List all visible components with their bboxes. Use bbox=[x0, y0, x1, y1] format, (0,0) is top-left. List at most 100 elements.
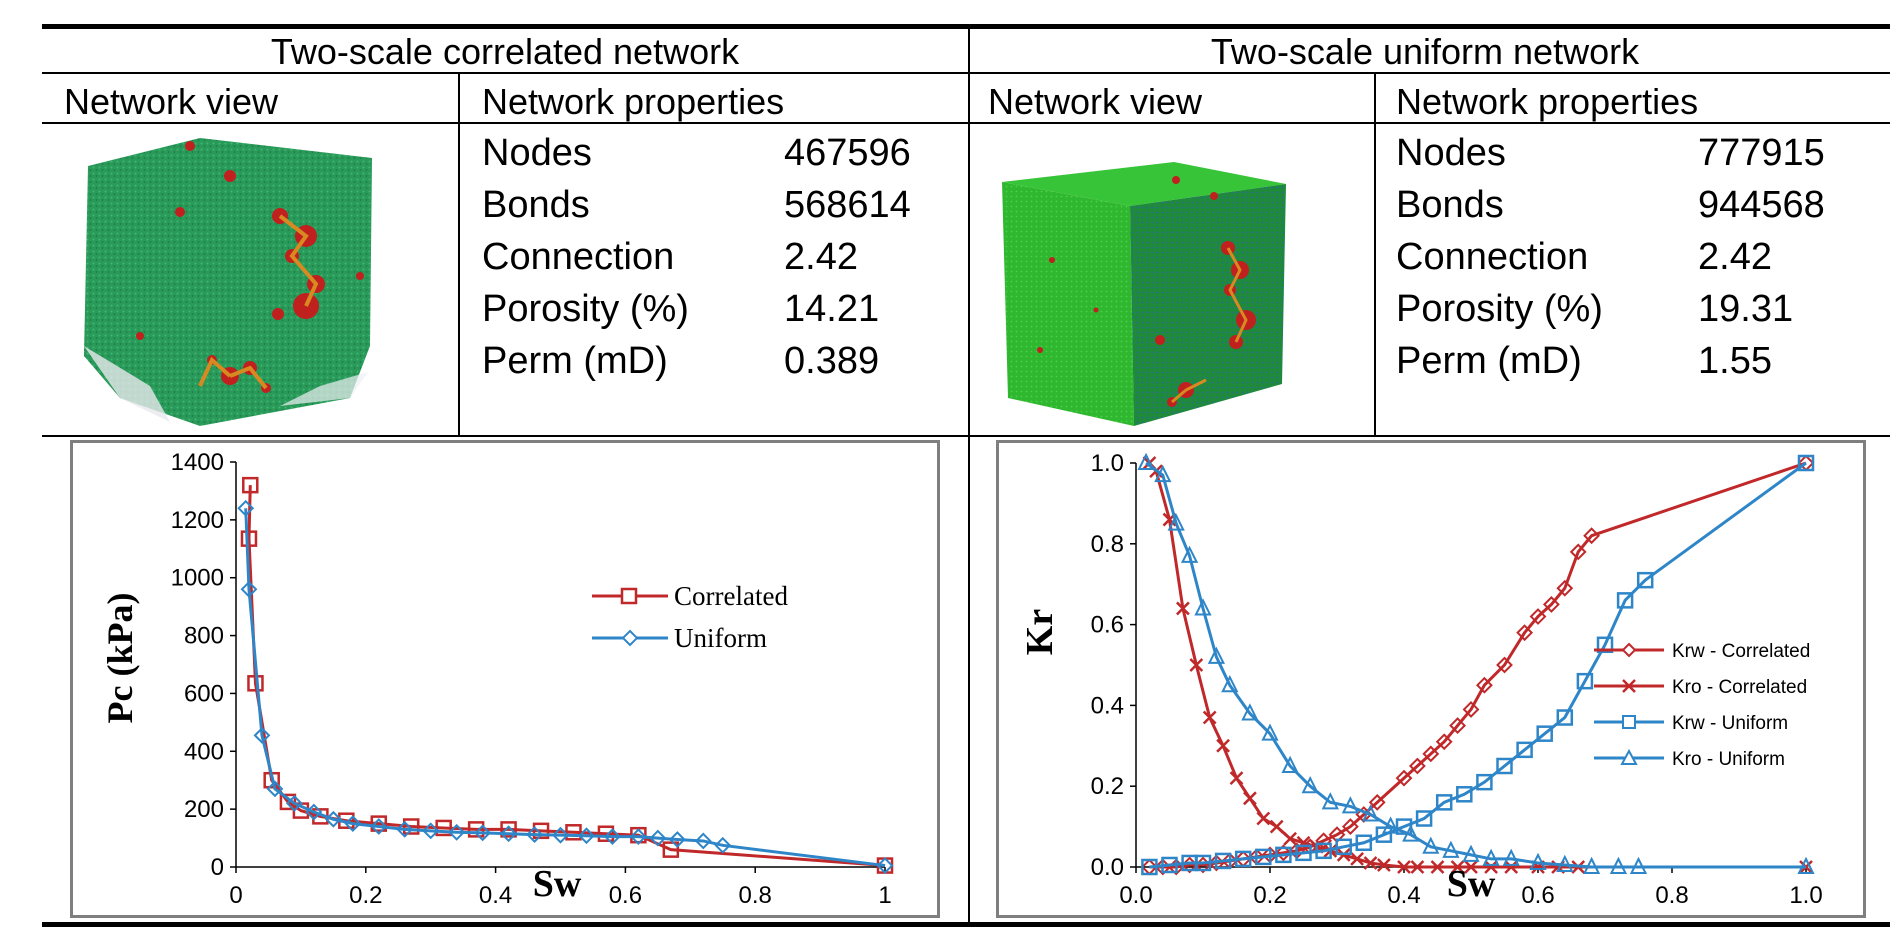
kr-series-3-point bbox=[1321, 792, 1339, 810]
pc-y-tick-label: 1200 bbox=[171, 507, 224, 534]
kr-series-1-point bbox=[1229, 771, 1244, 786]
kr-y-tick-label: 0.6 bbox=[1091, 612, 1124, 639]
pc-series-1-point bbox=[649, 829, 667, 847]
bottom-rule bbox=[42, 922, 1890, 927]
kr-series-3-point bbox=[1261, 723, 1279, 741]
pc-series-1-point bbox=[578, 827, 595, 845]
kr-series-0-point bbox=[1462, 701, 1480, 718]
kr-y-tick-label: 0.2 bbox=[1091, 773, 1124, 800]
kr-series-3-point bbox=[1341, 796, 1360, 814]
kr-x-tick-label: 1.0 bbox=[1789, 882, 1822, 909]
network-view-header-left: Network view bbox=[64, 81, 279, 122]
prop-value: 14.21 bbox=[784, 288, 880, 330]
pc-series-1-point bbox=[253, 726, 271, 744]
kr-series-0-point bbox=[1341, 818, 1359, 836]
pc-series-1-point bbox=[324, 810, 342, 828]
kr-legend-kro-correlated: Kro - Correlated bbox=[1672, 677, 1807, 698]
pc-x-tick-label: 0 bbox=[229, 882, 242, 909]
kr-series-3-point bbox=[1361, 804, 1380, 822]
prop-label: Perm (mD) bbox=[1396, 340, 1582, 382]
kr-series-2-point bbox=[1234, 850, 1252, 868]
kr-series-0-point bbox=[1449, 717, 1467, 735]
panel-title-correlated: Two-scale correlated network bbox=[270, 31, 740, 72]
center-divider bbox=[968, 29, 970, 922]
prop-value: 0.389 bbox=[784, 340, 880, 382]
pc-series-0-point bbox=[370, 815, 388, 832]
kr-series-2-point bbox=[1496, 757, 1513, 775]
kr-series-3-point bbox=[1529, 852, 1547, 870]
kr-series-3-point bbox=[1502, 848, 1520, 866]
pc-series-1-point bbox=[370, 818, 388, 835]
kr-series-2-point bbox=[1415, 810, 1433, 827]
kr-series-0-point bbox=[1435, 733, 1453, 751]
kr-legend-krw-correlated: Krw - Correlated bbox=[1672, 641, 1810, 662]
kr-series-2-point bbox=[1435, 794, 1453, 811]
kr-series-0-point bbox=[1395, 769, 1413, 787]
pc-x-tick-label: 0.8 bbox=[739, 882, 772, 909]
kr-series-1-point bbox=[1430, 860, 1445, 874]
kr-series-2-point bbox=[1315, 842, 1332, 860]
kr-series-2-point bbox=[1335, 838, 1352, 856]
prop-value: 2.42 bbox=[784, 236, 858, 278]
pc-y-tick-label: 400 bbox=[184, 738, 224, 765]
pc-series-0-point bbox=[500, 821, 517, 838]
kr-series-line-2 bbox=[1149, 461, 1807, 869]
prop-label: Porosity (%) bbox=[1396, 288, 1603, 330]
kr-series-1-point bbox=[1397, 860, 1411, 874]
kr-series-0-point bbox=[1556, 579, 1574, 597]
kr-series-3-point bbox=[1629, 856, 1648, 874]
kr-series-1-point bbox=[1269, 819, 1284, 834]
kr-series-2-point bbox=[1295, 844, 1312, 862]
kr-y-tick-label: 0.8 bbox=[1091, 531, 1124, 558]
kr-x-tick-label: 0.4 bbox=[1387, 882, 1420, 909]
uniform-network-image bbox=[1002, 162, 1286, 426]
pc-series-0-point bbox=[597, 825, 615, 842]
pc-series-1-point bbox=[266, 780, 284, 798]
kr-y-axis-label: Kr bbox=[1019, 609, 1061, 656]
kr-series-3-point bbox=[1241, 703, 1259, 721]
kr-series-2-point bbox=[1576, 672, 1594, 690]
pc-series-0-point bbox=[532, 822, 550, 840]
pc-x-tick-label: 0.2 bbox=[349, 882, 382, 909]
kr-series-0-point bbox=[1529, 608, 1547, 625]
prop-value: 944568 bbox=[1698, 184, 1825, 226]
pc-y-tick-label: 800 bbox=[184, 623, 224, 650]
kr-series-0-point bbox=[1542, 595, 1560, 613]
kr-series-0-point bbox=[1274, 844, 1292, 862]
kr-series-line-3 bbox=[1145, 461, 1806, 869]
kr-series-2-point bbox=[1516, 741, 1533, 759]
pc-series-line-0 bbox=[247, 485, 886, 868]
kr-series-2-point bbox=[1355, 834, 1373, 852]
kr-series-3-point bbox=[1154, 464, 1172, 483]
kr-series-1-point bbox=[1464, 860, 1478, 874]
pc-y-axis-label: Pc (kPa) bbox=[100, 593, 140, 724]
left-view-divider bbox=[458, 72, 460, 436]
kr-series-2-point bbox=[1194, 854, 1212, 872]
pc-y-tick-label: 600 bbox=[184, 680, 224, 707]
pc-series-1-point bbox=[344, 815, 362, 833]
pc-series-1-point bbox=[500, 825, 517, 843]
prop-value: 19.31 bbox=[1698, 288, 1794, 330]
pc-legend-correlated: Correlated bbox=[674, 581, 788, 611]
panel-title-uniform: Two-scale uniform network bbox=[1210, 31, 1640, 72]
pc-series-1-point bbox=[396, 820, 414, 838]
network-view-header-right: Network view bbox=[988, 81, 1203, 122]
kr-series-0-point bbox=[1516, 624, 1534, 642]
kr-series-2-point bbox=[1161, 856, 1178, 874]
pc-series-1-point bbox=[237, 499, 255, 517]
prop-label: Porosity (%) bbox=[482, 288, 689, 330]
network-properties-header-right: Network properties bbox=[1396, 81, 1699, 122]
kr-series-2-point bbox=[1797, 454, 1815, 472]
kr-series-2-point bbox=[1536, 725, 1553, 742]
prop-label: Nodes bbox=[482, 132, 592, 174]
pc-y-tick-label: 1400 bbox=[171, 449, 224, 476]
kr-series-3-point bbox=[1180, 545, 1199, 563]
kr-series-2-point bbox=[1375, 826, 1393, 843]
kr-chart: 0.0 0.2 0.4 0.6 0.8 1.00.00.20.40.60.81.0 Sw … bbox=[1019, 450, 1823, 909]
pc-series-1-point bbox=[240, 580, 258, 598]
header-divider bbox=[42, 122, 1890, 124]
pc-series-1-point bbox=[448, 823, 466, 841]
kr-series-1-point bbox=[1350, 852, 1364, 866]
title-divider bbox=[42, 72, 1890, 74]
pc-series-0-point bbox=[242, 476, 259, 494]
